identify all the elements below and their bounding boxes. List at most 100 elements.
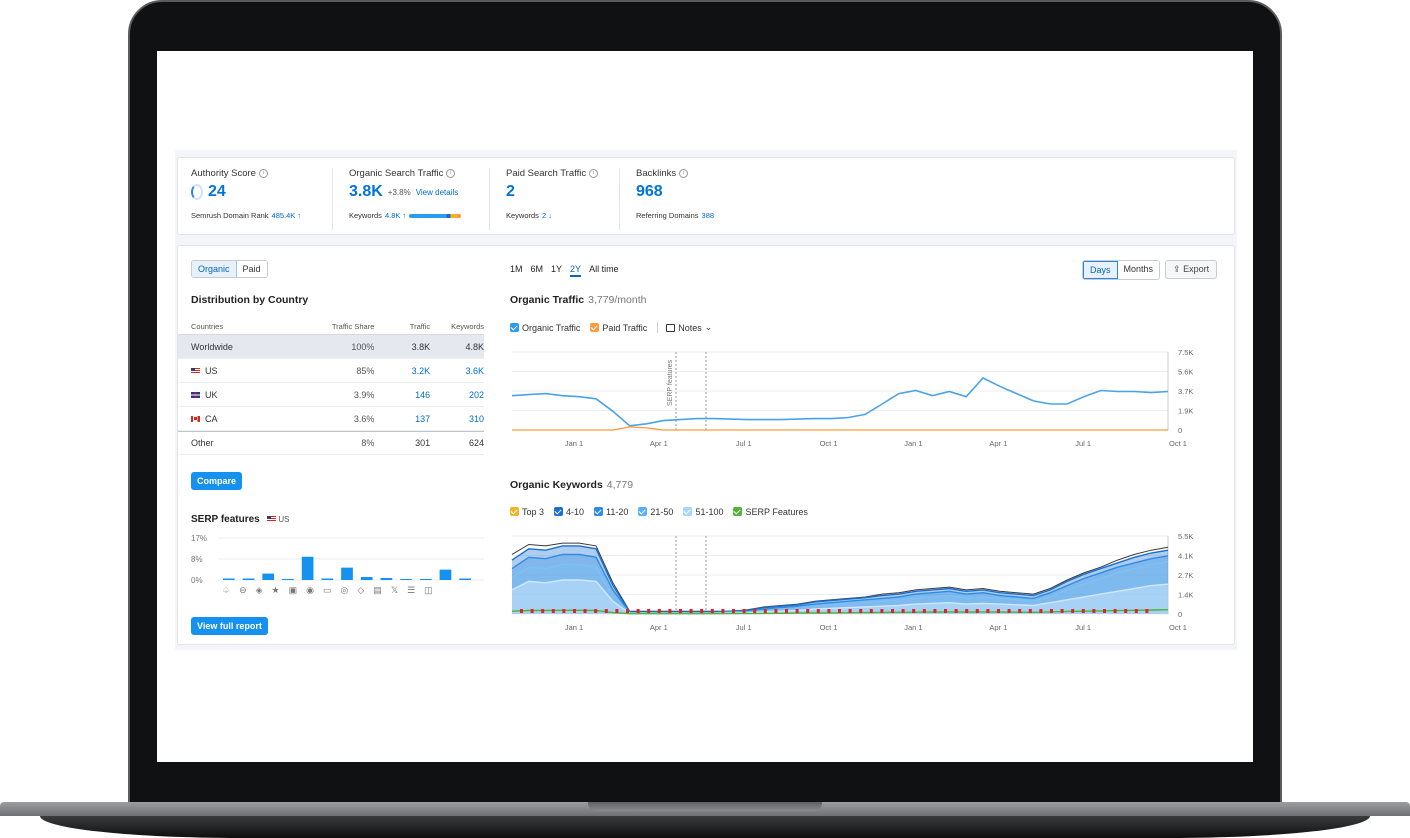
series-area-4-10 (512, 545, 1168, 614)
legend-organic-traffic[interactable]: Organic Traffic (510, 322, 580, 333)
faq-icon[interactable]: ▭ (323, 585, 332, 595)
carousel-icon[interactable]: ◫ (424, 585, 433, 595)
serp-marker (1134, 609, 1138, 613)
image-icon[interactable]: ▣ (288, 585, 298, 595)
view-full-report-button[interactable]: View full report (191, 617, 268, 635)
featured-snippet-icon[interactable]: ◈ (255, 585, 263, 595)
table-header: Countries Traffic Share Traffic Keywords (178, 318, 484, 335)
notes-dropdown[interactable]: Notes ⌄ (657, 322, 712, 333)
legend-label: 21-50 (650, 507, 674, 517)
news-icon[interactable]: ▤ (373, 585, 382, 595)
legend-top-3[interactable]: Top 3 (510, 507, 544, 517)
legend-4-10[interactable]: 4-10 (554, 507, 584, 517)
serp-marker (1007, 609, 1011, 613)
table-row[interactable]: UK 3.9% 146 202 (178, 383, 484, 407)
serp-marker (848, 609, 852, 613)
x-icon[interactable]: 𝕏 (390, 585, 399, 595)
serp-marker (679, 609, 682, 613)
authority-score-value[interactable]: 24 (208, 183, 226, 200)
serp-marker (965, 609, 969, 613)
legend-11-20[interactable]: 11-20 (594, 507, 628, 517)
serp-marker (615, 609, 619, 613)
period-1y[interactable]: 1Y (551, 264, 563, 274)
organic-traffic-value[interactable]: 3.8K (349, 183, 383, 200)
star-icon[interactable]: ★ (271, 585, 280, 595)
serp-marker (912, 609, 916, 613)
serp-marker (520, 609, 523, 613)
country-label: UK (205, 389, 218, 400)
country-name: Other (191, 438, 301, 448)
paid-traffic-metric: Paid Search Traffic i 2 Keywords 2 ↓ (489, 168, 619, 230)
header-traffic-share: Traffic Share (331, 321, 375, 331)
table-row[interactable]: Worldwide 100% 3.8K 4.8K (178, 335, 484, 359)
review-icon[interactable]: ♤ (222, 585, 231, 595)
legend-label: SERP Features (745, 507, 808, 517)
legend-serp-features[interactable]: SERP Features (733, 507, 808, 517)
months-toggle[interactable]: Months (1117, 261, 1160, 279)
period-1m[interactable]: 1M (510, 264, 523, 274)
checkbox-icon (683, 507, 693, 516)
period-2y[interactable]: 2Y (570, 264, 582, 277)
info-icon[interactable]: i (589, 169, 599, 178)
organic-toggle[interactable]: Organic (192, 261, 237, 277)
series-line-11-20 (511, 553, 1169, 614)
y-tick-label: 7.5K (1178, 348, 1193, 357)
info-icon[interactable]: i (258, 169, 268, 178)
traffic-value[interactable]: 137 (415, 413, 431, 424)
serp-marker (626, 609, 629, 613)
video-icon[interactable]: ◉ (306, 585, 314, 595)
organic-traffic-chart[interactable]: 7.5K 5.6K 3.7K 1.9K 0 SERP features Jan 1 Apr 1… (508, 346, 1220, 454)
view-details-link[interactable]: View details (415, 187, 459, 197)
organic-keywords-value[interactable]: 4.8K ↑ (384, 211, 407, 220)
backlinks-value[interactable]: 968 (636, 183, 663, 200)
knowledge-icon[interactable]: ◇ (357, 585, 365, 595)
domain-rank-value[interactable]: 485.4K ↑ (271, 211, 302, 220)
table-row[interactable]: CA 3.6% 137 310 (178, 407, 484, 431)
days-toggle[interactable]: Days (1083, 261, 1118, 279)
paid-toggle[interactable]: Paid (236, 261, 267, 277)
paid-keywords-label: Keywords (506, 211, 539, 220)
traffic-value[interactable]: 146 (415, 389, 431, 400)
laptop-screen: Authority Score i 24 Semrush Domain Rank 4… (157, 51, 1253, 762)
table-row[interactable]: US 85% 3.2K 3.6K (178, 359, 484, 383)
x-tick-label: Apr 1 (650, 623, 668, 632)
keywords-value[interactable]: 310 (468, 413, 484, 424)
organic-traffic-chart-title: Organic Traffic (510, 294, 585, 306)
serp-marker (816, 609, 820, 613)
serp-marker (806, 609, 810, 613)
period-6m[interactable]: 6M (530, 264, 544, 274)
link-icon[interactable]: ⊖ (239, 585, 247, 595)
organic-traffic-title: Organic Search Traffic (349, 168, 444, 179)
compare-button[interactable]: Compare (191, 472, 243, 490)
referring-domains-value[interactable]: 388 (701, 211, 715, 220)
legend-paid-traffic[interactable]: Paid Traffic (590, 322, 647, 333)
paid-keywords-value[interactable]: 2 ↓ (541, 211, 552, 220)
x-tick-label: Apr 1 (989, 439, 1007, 448)
export-button[interactable]: ⇪ Export (1165, 260, 1218, 279)
period-all-time[interactable]: All time (589, 264, 619, 274)
y-tick-label: 0 (1178, 426, 1182, 435)
serp-marker (1028, 609, 1032, 613)
serp-marker (657, 609, 661, 613)
keywords-value[interactable]: 202 (468, 389, 484, 400)
y-tick-label: 2.7K (1178, 571, 1193, 580)
local-pack-icon[interactable]: ◎ (340, 585, 349, 595)
summary-bar: Authority Score i 24 Semrush Domain Rank 4… (177, 157, 1235, 235)
legend-21-50[interactable]: 21-50 (638, 507, 673, 517)
serp-bar (282, 579, 294, 580)
paid-traffic-value[interactable]: 2 (506, 183, 515, 200)
organic-keywords-chart[interactable]: 5.5K 4.1K 2.7K 1.4K 0 Jan 1 Apr 1 Jul 1 Oct 1 Jan… (508, 530, 1220, 638)
laptop-base (0, 802, 1410, 838)
info-icon[interactable]: i (446, 169, 456, 178)
table-row[interactable]: Other 8% 301 624 (178, 431, 484, 455)
list-icon[interactable]: ☰ (407, 585, 416, 595)
country-name: US (191, 366, 301, 376)
serp-marker (541, 609, 545, 613)
x-tick-label: Oct 1 (1169, 439, 1187, 448)
traffic-value[interactable]: 3.2K (411, 365, 431, 376)
serp-marker (1103, 609, 1106, 613)
info-icon[interactable]: i (679, 169, 689, 178)
serp-country: US (278, 515, 290, 524)
legend-51-100[interactable]: 51-100 (683, 507, 723, 517)
keywords-value[interactable]: 3.6K (465, 365, 484, 376)
